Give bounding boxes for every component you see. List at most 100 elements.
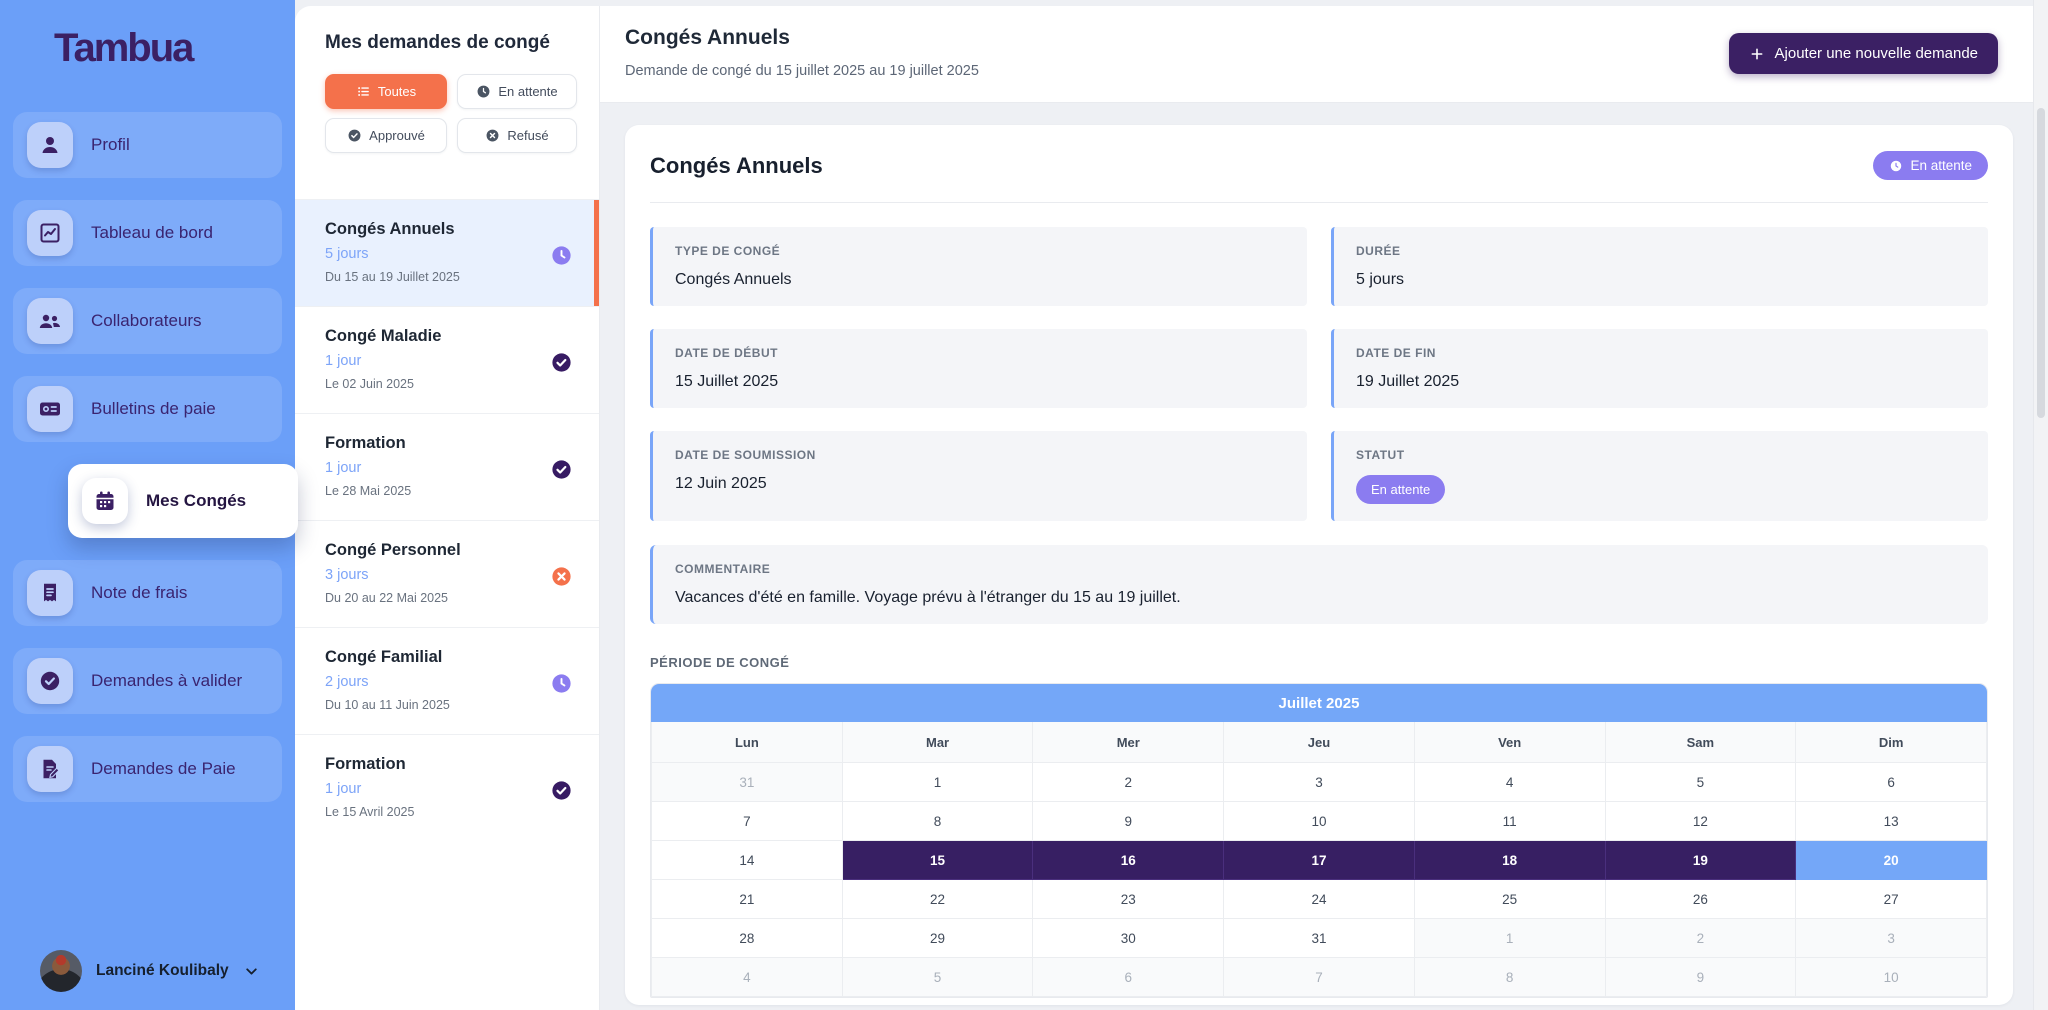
field-label: DATE DE SOUMISSION bbox=[675, 448, 816, 462]
sidebar-item-demandes-a-valider[interactable]: Demandes à valider bbox=[13, 648, 282, 714]
request-list: Congés Annuels 5 jours Du 15 au 19 Juillet… bbox=[295, 199, 599, 841]
detail-field: STATUT En attente bbox=[1331, 431, 1988, 521]
sidebar-item-label: Tableau de bord bbox=[91, 222, 213, 242]
calendar-day-cell: 4 bbox=[1413, 762, 1606, 802]
request-title: Congé Maladie bbox=[325, 327, 442, 345]
calendar-day-cell: 3 bbox=[1795, 918, 1987, 958]
sidebar-item-collaborateurs[interactable]: Collaborateurs bbox=[13, 288, 282, 354]
calendar-day-cell: 13 bbox=[1795, 801, 1987, 841]
app-logo: Tambua bbox=[54, 26, 194, 70]
sidebar-item-mes-conges[interactable]: Mes Congés bbox=[68, 464, 298, 538]
chevron-down-icon bbox=[245, 967, 257, 975]
add-request-label: Ajouter une nouvelle demande bbox=[1774, 45, 1978, 62]
users-icon bbox=[27, 298, 73, 344]
panel-title: Mes demandes de congé bbox=[325, 32, 550, 53]
request-title: Congé Personnel bbox=[325, 541, 461, 559]
calendar-icon bbox=[82, 478, 128, 524]
scrollbar-thumb[interactable] bbox=[2037, 108, 2045, 418]
calendar-day-cell: 1 bbox=[841, 762, 1034, 802]
calendar-day-cell: 2 bbox=[1032, 762, 1225, 802]
calendar-day-cell: 9 bbox=[1604, 957, 1797, 997]
field-label: DURÉE bbox=[1356, 244, 1401, 258]
calendar-day-cell: 26 bbox=[1604, 879, 1797, 919]
calendar-day-cell: 23 bbox=[1032, 879, 1225, 919]
leave-calendar: Juillet 2025 Lun Mar Mer Jeu Ven Sam Dim 31 1 2 3 4… bbox=[650, 683, 1988, 998]
calendar-day-name: Ven bbox=[1413, 722, 1606, 763]
page-subtitle: Demande de congé du 15 juillet 2025 au 1… bbox=[625, 63, 979, 79]
request-item[interactable]: Congé Familial 2 jours Du 10 au 11 Juin 20… bbox=[295, 627, 599, 734]
sidebar-nav: Profil Tableau de bord Collaborateurs Bulle… bbox=[13, 112, 298, 802]
sidebar-item-note-de-frais[interactable]: Note de frais bbox=[13, 560, 282, 626]
plus-icon bbox=[1751, 48, 1762, 59]
avatar bbox=[40, 950, 82, 992]
detail-field: DURÉE 5 jours bbox=[1331, 227, 1988, 306]
filter-refuse-button[interactable]: Refusé bbox=[457, 118, 577, 153]
calendar-day-cell: 7 bbox=[1223, 957, 1415, 997]
detail-field: DATE DE DÉBUT 15 Juillet 2025 bbox=[650, 329, 1307, 408]
check-icon bbox=[347, 128, 362, 143]
calendar-day-cell: 25 bbox=[1413, 879, 1606, 919]
check-icon bbox=[550, 351, 573, 374]
calendar-day-cell: 20 bbox=[1795, 840, 1987, 880]
scrollbar[interactable] bbox=[2033, 0, 2048, 1010]
sidebar-item-profil[interactable]: Profil bbox=[13, 112, 282, 178]
request-item[interactable]: Congés Annuels 5 jours Du 15 au 19 Juillet… bbox=[295, 199, 599, 306]
filter-label: En attente bbox=[498, 84, 558, 99]
sidebar-item-label: Bulletins de paie bbox=[91, 398, 216, 418]
request-dates: Le 28 Mai 2025 bbox=[325, 484, 412, 498]
calendar-day-cell: 10 bbox=[1223, 801, 1415, 841]
calendar-day-cell: 15 bbox=[841, 840, 1034, 880]
calendar-day-cell: 6 bbox=[1032, 957, 1225, 997]
line-chart-icon bbox=[27, 210, 73, 256]
field-label: DATE DE FIN bbox=[1356, 346, 1436, 360]
calendar-day-cell: 7 bbox=[651, 801, 843, 841]
field-value: En attente bbox=[1356, 475, 1966, 504]
calendar-day-cell: 4 bbox=[651, 957, 843, 997]
filter-en-attente-button[interactable]: En attente bbox=[457, 74, 577, 109]
calendar-day-cell: 18 bbox=[1413, 840, 1606, 880]
calendar-day-cell: 30 bbox=[1032, 918, 1225, 958]
request-dates: Du 15 au 19 Juillet 2025 bbox=[325, 270, 460, 284]
sidebar-item-label: Collaborateurs bbox=[91, 310, 202, 330]
sidebar-item-bulletins-de-paie[interactable]: Bulletins de paie bbox=[13, 376, 282, 442]
user-menu[interactable]: Lanciné Koulibaly bbox=[40, 950, 260, 992]
check-icon bbox=[550, 458, 573, 481]
calendar-day-cell: 16 bbox=[1032, 840, 1225, 880]
sidebar-item-tableau-de-bord[interactable]: Tableau de bord bbox=[13, 200, 282, 266]
field-label: DATE DE DÉBUT bbox=[675, 346, 778, 360]
request-item[interactable]: Congé Maladie 1 jour Le 02 Juin 2025 bbox=[295, 306, 599, 413]
request-item[interactable]: Formation 1 jour Le 28 Mai 2025 bbox=[295, 413, 599, 520]
detail-title: Congés Annuels bbox=[650, 152, 823, 178]
field-value: 19 Juillet 2025 bbox=[1356, 373, 1460, 390]
calendar-day-cell: 31 bbox=[1223, 918, 1415, 958]
add-request-button[interactable]: Ajouter une nouvelle demande bbox=[1728, 33, 1998, 74]
sidebar-item-demandes-de-paie[interactable]: Demandes de Paie bbox=[13, 736, 282, 802]
receipt-icon bbox=[27, 570, 73, 616]
filter-toutes-button[interactable]: Toutes bbox=[325, 74, 447, 109]
calendar-month-header: Juillet 2025 bbox=[651, 684, 1987, 722]
requests-panel: Mes demandes de congé Toutes En attente Ap… bbox=[295, 6, 600, 1010]
calendar-day-cell: 12 bbox=[1604, 801, 1797, 841]
calendar-day-cell: 5 bbox=[1604, 762, 1797, 802]
filter-approuve-button[interactable]: Approuvé bbox=[325, 118, 447, 153]
calendar-day-cell: 29 bbox=[841, 918, 1034, 958]
calendar-day-cell: 19 bbox=[1604, 840, 1797, 880]
check-icon bbox=[550, 779, 573, 802]
filter-label: Toutes bbox=[377, 84, 417, 99]
calendar-day-cell: 21 bbox=[651, 879, 843, 919]
sidebar-item-label: Demandes de Paie bbox=[91, 758, 236, 778]
request-item[interactable]: Formation 1 jour Le 15 Avril 2025 bbox=[295, 734, 599, 841]
calendar-day-cell: 22 bbox=[841, 879, 1034, 919]
status-badge: En attente bbox=[1873, 151, 1988, 180]
request-item[interactable]: Congé Personnel 3 jours Du 20 au 22 Mai 20… bbox=[295, 520, 599, 627]
sidebar-item-label: Mes Congés bbox=[146, 490, 247, 510]
request-duration: 5 jours bbox=[325, 246, 369, 262]
calendar-day-cell: 8 bbox=[1413, 957, 1606, 997]
request-duration: 1 jour bbox=[325, 781, 362, 797]
check-circle-icon bbox=[27, 658, 73, 704]
comment-label: COMMENTAIRE bbox=[675, 562, 771, 576]
request-duration: 1 jour bbox=[325, 460, 362, 476]
status-pill: En attente bbox=[1356, 475, 1446, 504]
period-label: PÉRIODE DE CONGÉ bbox=[650, 655, 790, 670]
filter-label: Refusé bbox=[507, 128, 549, 143]
